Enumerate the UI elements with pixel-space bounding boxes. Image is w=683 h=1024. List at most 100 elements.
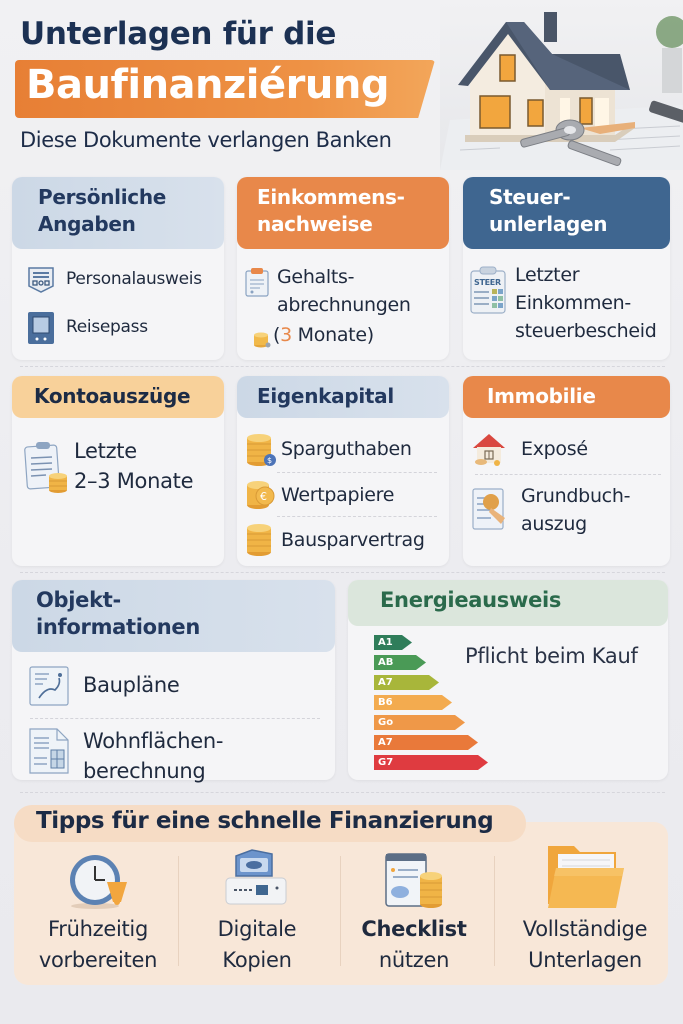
card-steuerunterlagen: Steuer- unlerlagen STEER Letzter Einkomm… (463, 177, 670, 360)
folder-icon (510, 840, 660, 910)
tip-separator (494, 856, 495, 966)
title-line-1: Unterlagen für die (20, 16, 337, 52)
card-kontoauszuege: Kontoauszüge Letzte 2–3 Monate (12, 376, 224, 566)
list-item: Personalausweis (26, 265, 202, 302)
tip-item: Checklist nützen (339, 848, 489, 976)
item-label-highlight: 3 (280, 324, 292, 346)
statement-coins-icon (24, 440, 68, 502)
item-label-prefix: ( (273, 324, 281, 346)
payslip-clipboard-icon (245, 267, 269, 305)
title-banner (15, 60, 435, 118)
tax-document-icon: STEER (469, 265, 507, 323)
list-item: Baupläne (29, 666, 180, 714)
tip-line-1: Vollständige (522, 917, 648, 941)
item-label: Reisepass (66, 317, 148, 337)
item-label: Letzter Einkommen- steuerbescheid (515, 264, 657, 342)
svg-text:STEER: STEER (474, 278, 501, 287)
passport-icon (26, 311, 56, 352)
coin-stack-savings-icon: $ (245, 432, 277, 476)
card-energieausweis: Energieausweis Pflicht beim Kauf A1 AB A… (348, 580, 668, 780)
row-divider (20, 366, 665, 367)
card-immobilie: Immobilie Exposé Grundbuch- auszug (463, 376, 670, 566)
clock-icon (23, 848, 173, 910)
tip-line-2: nützen (378, 948, 450, 972)
title-line-2: Baufinanziérung (26, 62, 389, 108)
item-label: Baupläne (83, 673, 180, 697)
land-register-document-icon (471, 486, 509, 540)
item-label-suffix: Monate) (291, 324, 374, 346)
tip-line-2: Unterlagen (528, 948, 642, 972)
checklist-coins-icon (339, 848, 489, 910)
coins-icon (253, 328, 271, 356)
list-item: Reisepass (26, 311, 148, 352)
list-item: (3 Monate) (253, 321, 374, 356)
tip-line-2: vorbereiten (38, 948, 158, 972)
energy-class-bar: A7 (374, 735, 478, 750)
svg-text:€: € (260, 490, 267, 503)
energy-note: Pflicht beim Kauf (465, 644, 638, 668)
item-divider (277, 516, 437, 517)
floor-plan-document-icon (29, 728, 69, 782)
energy-class-bar: AB (374, 655, 426, 670)
coin-stack-icon (245, 523, 277, 565)
card-persoenliche-angaben: Persönliche Angaben Personalausweis Reis… (12, 177, 224, 360)
euro-coins-icon: € (245, 480, 277, 518)
item-label: Personalausweis (66, 269, 202, 289)
card-title: Kontoauszüge (12, 376, 224, 418)
tip-separator (340, 856, 341, 966)
tip-separator (178, 856, 179, 966)
id-card-icon (26, 265, 56, 302)
list-item: € Wertpapiere (245, 480, 394, 518)
item-label: Sparguthaben (281, 438, 412, 460)
row-divider (20, 572, 665, 573)
item-label: Exposé (521, 438, 588, 460)
list-item: Gehalts- abrechnungen (245, 263, 411, 319)
tip-item: Vollständige Unterlagen (510, 846, 660, 976)
card-einkommensnachweise: Einkommens- nachweise Gehalts- abrechnun… (237, 177, 449, 360)
card-eigenkapital: Eigenkapital $ Sparguthaben € Wertpapier… (237, 376, 449, 566)
energy-class-bar: Go (374, 715, 465, 730)
card-title: Persönliche Angaben (12, 177, 224, 249)
subtitle: Diese Dokumente verlangen Banken (20, 128, 392, 152)
list-item: Letzte 2–3 Monate (24, 436, 194, 502)
item-label: Letzte 2–3 Monate (74, 439, 194, 493)
card-title: Steuer- unlerlagen (463, 177, 670, 249)
list-item: Grundbuch- auszug (471, 482, 630, 540)
item-label: Gehalts- abrechnungen (277, 266, 411, 316)
item-label: Wertpapiere (281, 484, 395, 506)
tip-item: Frühzeitig vorbereiten (23, 848, 173, 976)
tips-title: Tipps für eine schnelle Finanzierung (14, 805, 526, 842)
blueprint-icon (29, 666, 69, 714)
house-keys-hero-image (440, 0, 683, 170)
tip-line-2: Kopien (222, 948, 292, 972)
card-title: Eigenkapital (237, 376, 449, 418)
card-title: Einkommens- nachweise (237, 177, 449, 249)
tip-line-1: Digitale (217, 917, 297, 941)
item-label: Grundbuch- auszug (521, 485, 631, 535)
energy-class-bar: B6 (374, 695, 452, 710)
energy-class-bar: G7 (374, 755, 488, 770)
list-item: Exposé (471, 432, 588, 474)
scanner-icon (182, 848, 332, 910)
tip-line-1: Frühzeitig (48, 917, 148, 941)
item-label: Wohnflächen- berechnung (83, 729, 224, 783)
list-item: Wohnflächen- berechnung (29, 726, 223, 786)
card-title: Energieausweis (348, 580, 668, 626)
list-item: STEER Letzter Einkommen- steuerbescheid (469, 261, 657, 345)
list-item: Bausparvertrag (245, 523, 425, 565)
house-icon (471, 432, 507, 474)
item-divider (475, 474, 661, 475)
energy-class-bar: A7 (374, 675, 439, 690)
item-divider (277, 472, 437, 473)
energy-class-bar: A1 (374, 635, 412, 650)
card-title: Immobilie (463, 376, 670, 418)
list-item: $ Sparguthaben (245, 432, 412, 476)
tip-item: Digitale Kopien (182, 848, 332, 976)
row-divider (20, 792, 665, 793)
card-title: Objekt- informationen (12, 580, 335, 652)
tip-line-1: Checklist (361, 917, 467, 941)
card-objektinformationen: Objekt- informationen Baupläne Wohnfläch… (12, 580, 335, 783)
item-label: Bausparvertrag (281, 529, 425, 551)
svg-text:$: $ (267, 456, 272, 465)
item-divider (30, 718, 320, 719)
